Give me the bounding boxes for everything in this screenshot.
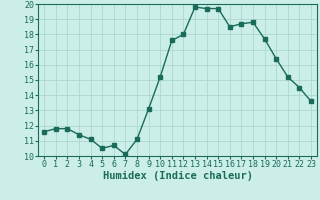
X-axis label: Humidex (Indice chaleur): Humidex (Indice chaleur): [103, 171, 252, 181]
